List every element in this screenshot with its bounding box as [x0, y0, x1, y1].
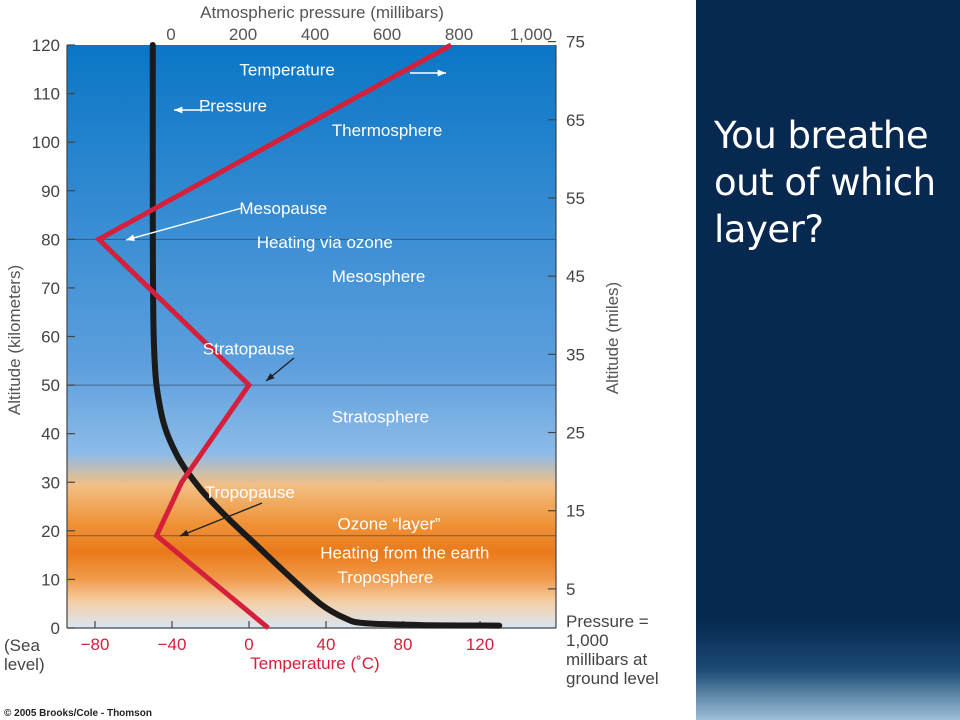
- right-tick-label: 25: [566, 424, 585, 443]
- y-tick-label: 120: [32, 36, 60, 55]
- x-tick-label: 40: [317, 635, 336, 654]
- y-tick-label: 100: [32, 133, 60, 152]
- annotation-label: Mesosphere: [332, 267, 426, 286]
- y-tick-label: 40: [41, 425, 60, 444]
- x-tick-label: 0: [244, 635, 253, 654]
- top-tick-label: 800: [445, 25, 473, 44]
- temperature-label-arrow-head: [437, 69, 446, 77]
- pressure-note-line: millibars at: [566, 650, 648, 669]
- mesopause-arrow: [125, 207, 243, 241]
- top-tick-label: 200: [229, 25, 257, 44]
- annotation-label: Stratopause: [203, 340, 295, 359]
- y-tick-label: 50: [41, 376, 60, 395]
- right-tick-label: 45: [566, 267, 585, 286]
- layer-boundaries: [67, 238, 556, 537]
- tick-label-layer: 1201101009080706050403020100(Sealevel)75…: [4, 25, 659, 688]
- top-tick-label: 0: [166, 25, 175, 44]
- y-tick-label: 60: [41, 328, 60, 347]
- sea-level-label: level): [4, 655, 45, 674]
- x-tick-label: 80: [394, 635, 413, 654]
- right-tick-label: 35: [566, 345, 585, 364]
- sea-level-label: (Sea: [4, 636, 40, 655]
- stratopause-arrow-head: [266, 373, 275, 381]
- pressure-note-line: Pressure =: [566, 612, 649, 631]
- plot-background: [67, 45, 556, 628]
- tropopause-arrow: [179, 502, 263, 537]
- y-tick-label: 110: [33, 85, 60, 104]
- annotation-label: Heating from the earth: [320, 544, 489, 563]
- pressure-label-arrow-head: [174, 106, 183, 114]
- x-tick-label: 120: [466, 635, 494, 654]
- right-tick-label: 5: [566, 580, 575, 599]
- right-tick-label: 15: [566, 502, 585, 521]
- copyright-text: © 2005 Brooks/Cole - Thomson: [4, 708, 152, 719]
- pressure-note-line: ground level: [566, 669, 659, 688]
- x-axis-label: Temperature (˚C): [250, 654, 379, 673]
- y-tick-label: 80: [41, 230, 60, 249]
- top-axis-label: Atmospheric pressure (millibars): [200, 3, 444, 22]
- annotation-label: Temperature: [239, 60, 334, 79]
- x-tick-label: −80: [81, 635, 110, 654]
- atmosphere-chart: Temperature Pressure Thermosphere Mesopause…: [4, 3, 659, 719]
- y-tick-label: 0: [51, 619, 60, 638]
- question-panel: You breathe out of which layer?: [696, 0, 960, 720]
- right-tick-label: 65: [566, 111, 585, 130]
- y-tick-label: 10: [41, 570, 60, 589]
- pressure-note-line: 1,000: [566, 631, 609, 650]
- temperature-line: [94, 42, 453, 630]
- annotation-label: Pressure: [199, 97, 267, 116]
- right-tick-label: 75: [566, 33, 585, 52]
- axes: [66, 40, 557, 629]
- annotation-label: Tropopause: [205, 483, 295, 502]
- y-tick-label: 70: [41, 279, 60, 298]
- series-layer: [94, 42, 503, 630]
- annotation-label: Ozone “layer”: [338, 515, 441, 534]
- y-tick-label: 90: [41, 182, 60, 201]
- y-tick-label: 20: [41, 522, 60, 541]
- annotation-label: Mesopause: [239, 199, 327, 218]
- x-tick-label: −40: [158, 635, 187, 654]
- annotation-label: Troposphere: [338, 568, 434, 587]
- y-axis-label: Altitude (kilometers): [5, 265, 24, 415]
- top-tick-label: 1,000: [510, 25, 553, 44]
- top-tick-label: 400: [301, 25, 329, 44]
- y-tick-label: 30: [41, 473, 60, 492]
- annotation-label: Heating via ozone: [257, 233, 393, 252]
- tropopause-arrow-head: [180, 529, 189, 536]
- mesopause-arrow-head: [126, 234, 135, 241]
- top-tick-label: 600: [373, 25, 401, 44]
- annotation-label: Stratosphere: [332, 408, 429, 427]
- annotation-layer: Temperature Pressure Thermosphere Mesopause…: [125, 60, 489, 587]
- right-axis-label: Altitude (miles): [603, 282, 622, 394]
- right-tick-label: 55: [566, 189, 585, 208]
- annotation-label: Thermosphere: [332, 121, 443, 140]
- question-text: You breathe out of which layer?: [714, 114, 936, 251]
